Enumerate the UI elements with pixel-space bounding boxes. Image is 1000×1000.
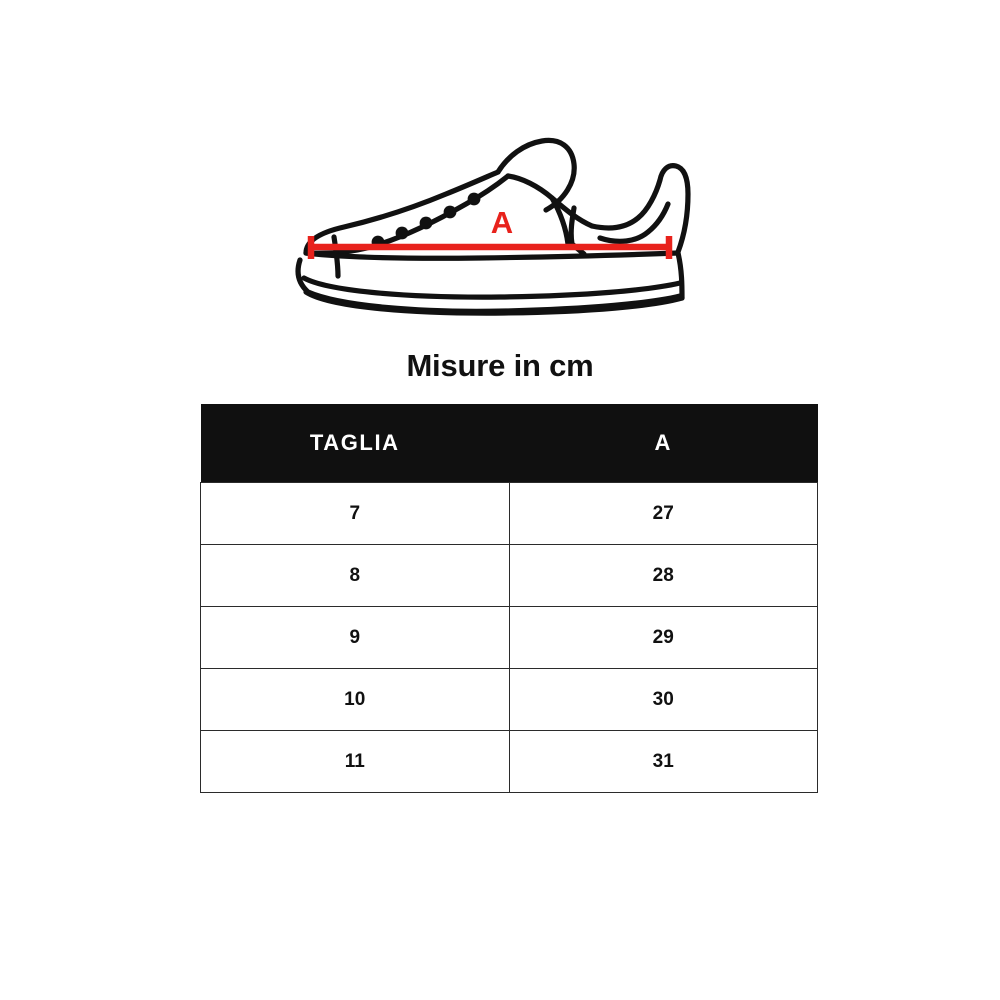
cell-size: 7 [200,482,510,545]
shoe-tongue [495,137,577,213]
column-header-taglia: TAGLIA [200,404,509,483]
size-table-header: TAGLIA A [200,404,818,483]
length-measurement-line [307,236,673,259]
table-row: 7 27 [200,482,818,545]
size-table-body: 7 27 8 28 9 29 10 30 11 31 [200,482,818,793]
shoe-upper-outline [303,169,501,256]
table-row: 9 29 [200,606,818,669]
eyelet [395,226,409,240]
shoe-heel-back-edge [675,250,685,301]
table-header-row: TAGLIA A [200,404,818,483]
shoe-diagram: A [270,120,710,320]
cell-length: 31 [508,730,818,793]
page-title: Misure in cm [406,348,594,383]
size-table: TAGLIA A 7 27 8 28 9 29 10 [200,404,818,793]
cell-length: 29 [508,606,818,669]
measure-label-a: A [491,205,513,240]
eyelet [443,205,457,219]
cell-size: 10 [200,668,510,731]
column-header-a: A [509,404,818,483]
table-row: 11 31 [200,730,818,793]
shoe-outsole [303,289,685,316]
shoe-upper-baseline [303,250,681,261]
shoe-throat-line [303,173,511,256]
shoe-collar-top [505,173,595,229]
shoe-heel-collar [589,163,691,255]
size-table-container: TAGLIA A 7 27 8 28 9 29 10 [200,404,818,793]
shoe-midsole-stripe [301,275,683,300]
shoe-heel-inner [597,201,671,244]
shoe-quarter-seam [549,195,571,247]
table-row: 8 28 [200,544,818,607]
cell-size: 8 [200,544,510,607]
cell-size: 11 [200,730,510,793]
eyelet [467,192,481,206]
eyelet [419,216,433,230]
cell-length: 27 [508,482,818,545]
cell-length: 28 [508,544,818,607]
cell-length: 30 [508,668,818,731]
cell-size: 9 [200,606,510,669]
table-row: 10 30 [200,668,818,731]
